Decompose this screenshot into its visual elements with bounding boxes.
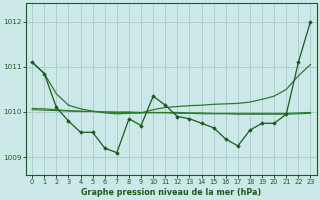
X-axis label: Graphe pression niveau de la mer (hPa): Graphe pression niveau de la mer (hPa) (81, 188, 261, 197)
